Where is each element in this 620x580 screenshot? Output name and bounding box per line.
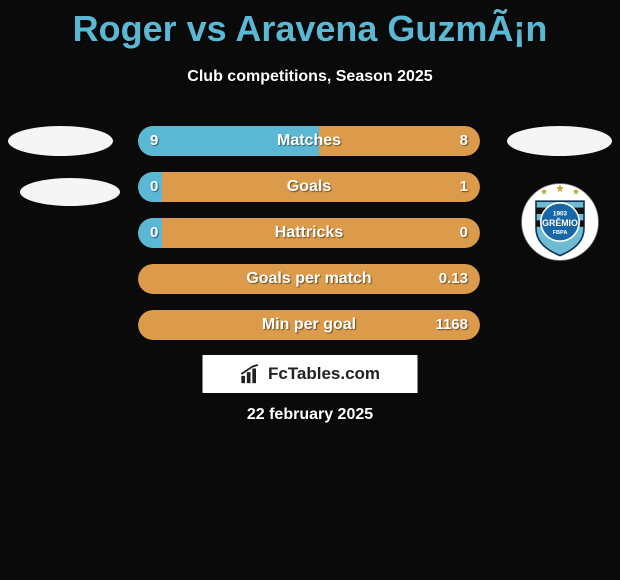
right-club-logo: 1903 GRÊMIO FBPA bbox=[520, 182, 600, 262]
footer-brand: FcTables.com bbox=[203, 355, 418, 393]
stat-label: Hattricks bbox=[138, 218, 480, 248]
chart-icon bbox=[240, 363, 262, 385]
stat-label: Min per goal bbox=[138, 310, 480, 340]
right-player-badge bbox=[507, 126, 612, 156]
stat-label: Matches bbox=[138, 126, 480, 156]
logo-name: GRÊMIO bbox=[542, 217, 578, 228]
stats-bars: 9Matches80Goals10Hattricks0Goals per mat… bbox=[138, 126, 480, 356]
left-player-badge bbox=[8, 126, 113, 156]
date-text: 22 february 2025 bbox=[0, 406, 620, 424]
stat-row: 9Matches8 bbox=[138, 126, 480, 156]
stat-label: Goals bbox=[138, 172, 480, 202]
page-title: Roger vs Aravena GuzmÃ¡n bbox=[0, 0, 620, 50]
left-club-badge bbox=[20, 178, 120, 206]
stat-row: Min per goal1168 bbox=[138, 310, 480, 340]
stat-value-right: 0 bbox=[460, 218, 468, 248]
subtitle: Club competitions, Season 2025 bbox=[0, 68, 620, 86]
footer-brand-text: FcTables.com bbox=[268, 364, 380, 384]
logo-year: 1903 bbox=[553, 211, 568, 218]
logo-abbr: FBPA bbox=[553, 230, 568, 236]
stat-value-right: 0.13 bbox=[439, 264, 468, 294]
stat-row: Goals per match0.13 bbox=[138, 264, 480, 294]
stat-row: 0Goals1 bbox=[138, 172, 480, 202]
stat-label: Goals per match bbox=[138, 264, 480, 294]
stat-value-right: 1168 bbox=[435, 310, 468, 340]
stat-row: 0Hattricks0 bbox=[138, 218, 480, 248]
stat-value-right: 8 bbox=[460, 126, 468, 156]
stat-value-right: 1 bbox=[460, 172, 468, 202]
